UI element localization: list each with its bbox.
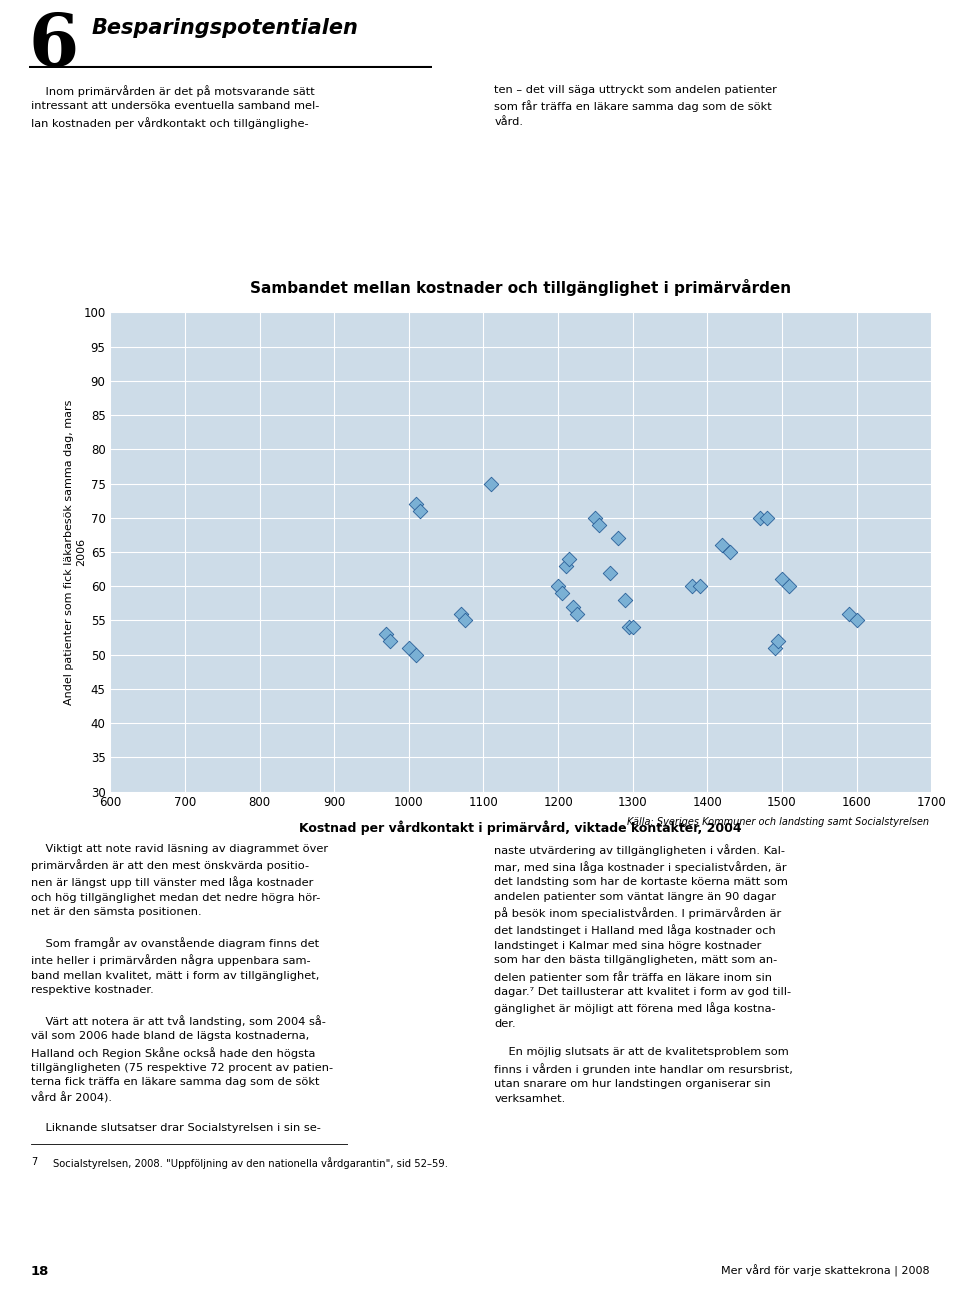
Point bbox=[684, 575, 700, 596]
Point bbox=[550, 575, 565, 596]
Point bbox=[554, 583, 569, 604]
Y-axis label: Andel patienter som fick läkarbesök samma dag, mars
2006: Andel patienter som fick läkarbesök samm… bbox=[64, 400, 85, 704]
Text: Socialstyrelsen, 2008. "Uppföljning av den nationella vårdgarantin", sid 52–59.: Socialstyrelsen, 2008. "Uppföljning av d… bbox=[53, 1157, 447, 1169]
Text: Viktigt att note ravid läsning av diagrammet över
primärvården är att den mest ö: Viktigt att note ravid läsning av diagra… bbox=[31, 844, 333, 1133]
Point bbox=[483, 473, 498, 493]
Point bbox=[621, 617, 636, 638]
Text: 18: 18 bbox=[31, 1266, 49, 1279]
Point bbox=[569, 603, 585, 624]
Point bbox=[759, 508, 775, 529]
Point bbox=[841, 603, 857, 624]
Point bbox=[382, 630, 397, 651]
Text: Källa: Sveriges Kommuner och landsting samt Socialstyrelsen: Källa: Sveriges Kommuner och landsting s… bbox=[627, 816, 929, 827]
Text: ten – det vill säga uttryckt som andelen patienter
som får träffa en läkare samm: ten – det vill säga uttryckt som andelen… bbox=[494, 85, 778, 126]
Point bbox=[849, 611, 864, 631]
Point bbox=[409, 493, 424, 514]
Point bbox=[617, 590, 633, 611]
Point bbox=[752, 508, 767, 529]
Point bbox=[781, 575, 797, 596]
Title: Sambandet mellan kostnader och tillgänglighet i primärvården: Sambandet mellan kostnader och tillgängl… bbox=[251, 279, 791, 296]
Point bbox=[714, 535, 730, 556]
X-axis label: Kostnad per vårdkontakt i primärvård, viktade kontakter, 2004: Kostnad per vårdkontakt i primärvård, vi… bbox=[300, 820, 742, 835]
Point bbox=[379, 624, 395, 644]
Point bbox=[558, 556, 573, 577]
Text: 6: 6 bbox=[29, 10, 79, 81]
Text: Mer vård för varje skattekrona | 2008: Mer vård för varje skattekrona | 2008 bbox=[721, 1266, 929, 1277]
Point bbox=[603, 562, 618, 583]
Point bbox=[591, 514, 607, 535]
Point bbox=[588, 508, 603, 529]
Point bbox=[562, 548, 577, 569]
Text: naste utvärdering av tillgängligheten i vården. Kal-
mar, med sina låga kostnade: naste utvärdering av tillgängligheten i … bbox=[494, 844, 793, 1104]
Text: 7: 7 bbox=[31, 1157, 37, 1167]
Point bbox=[625, 617, 640, 638]
Point bbox=[771, 630, 786, 651]
Point bbox=[611, 527, 626, 548]
Point bbox=[565, 596, 581, 617]
Text: Inom primärvården är det på motsvarande sätt
intressant att undersöka eventuella: Inom primärvården är det på motsvarande … bbox=[31, 85, 319, 129]
Point bbox=[722, 542, 737, 562]
Point bbox=[409, 644, 424, 665]
Point bbox=[692, 575, 708, 596]
Point bbox=[457, 611, 472, 631]
Point bbox=[413, 500, 428, 521]
Point bbox=[767, 638, 782, 659]
Point bbox=[453, 603, 468, 624]
Text: Besparingspotentialen: Besparingspotentialen bbox=[91, 18, 358, 38]
Point bbox=[775, 569, 790, 590]
Point bbox=[401, 638, 417, 659]
